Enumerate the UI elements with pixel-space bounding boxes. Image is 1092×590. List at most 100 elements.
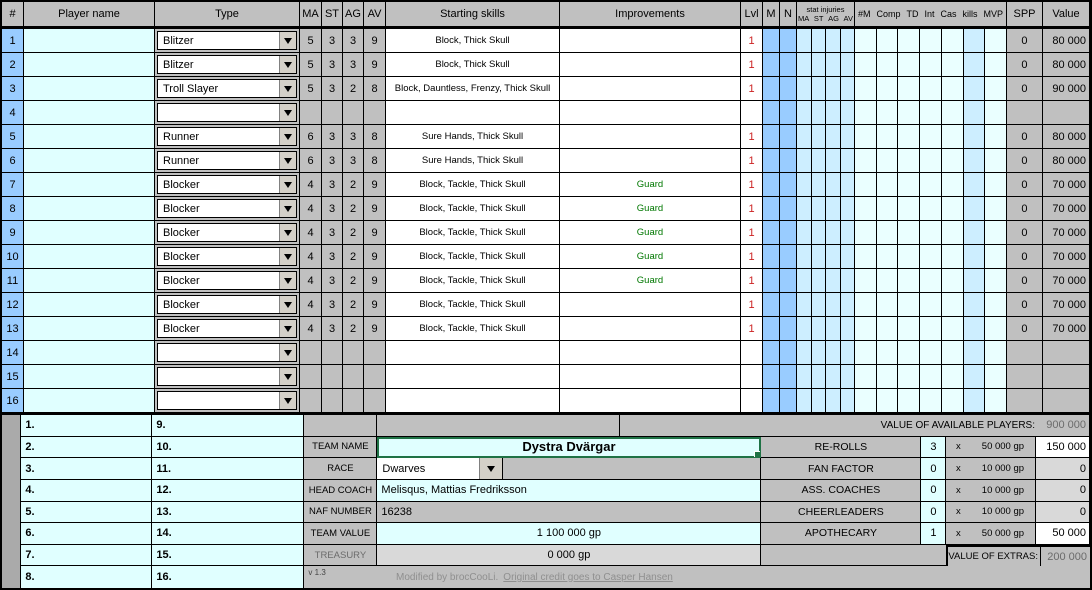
dropdown-arrow-icon[interactable] [279, 176, 296, 193]
match-stat-cell[interactable] [963, 197, 986, 221]
match-stat-cell[interactable] [898, 173, 921, 197]
match-stat-cell[interactable] [855, 389, 877, 413]
stat-injury-cell[interactable] [811, 245, 826, 269]
stat-injury-cell[interactable] [797, 125, 812, 149]
match-stat-cell[interactable] [920, 245, 942, 269]
match-stat-cell[interactable] [920, 173, 942, 197]
stat-injury-cell[interactable] [840, 365, 855, 389]
match-stat-cell[interactable] [876, 173, 899, 197]
match-stat-cell[interactable] [855, 101, 877, 125]
n-cell[interactable] [780, 53, 797, 77]
match-stat-cell[interactable] [941, 149, 964, 173]
type-dropdown[interactable]: Blocker [157, 247, 297, 266]
naf-number-cell[interactable]: 16238 [377, 501, 762, 524]
player-name-cell[interactable] [24, 29, 155, 53]
match-stat-cell[interactable] [855, 317, 877, 341]
match-stat-cell[interactable] [876, 101, 899, 125]
match-stat-cell[interactable] [963, 173, 986, 197]
match-stat-cell[interactable] [920, 269, 942, 293]
n-cell[interactable] [780, 245, 797, 269]
match-stat-cell[interactable] [876, 341, 899, 365]
stat-injury-cell[interactable] [797, 389, 812, 413]
dropdown-arrow-icon[interactable] [279, 32, 296, 49]
dropdown-arrow-icon[interactable] [279, 392, 296, 409]
credit-link[interactable]: Original credit goes to Casper Hansen [503, 571, 673, 583]
stat-injury-cell[interactable] [840, 341, 855, 365]
fan-factor-count-cell[interactable]: 0 [921, 458, 947, 480]
dropdown-arrow-icon[interactable] [279, 296, 296, 313]
player-name-cell[interactable] [24, 125, 155, 149]
match-stat-cell[interactable] [985, 101, 1007, 125]
match-stat-cell[interactable] [920, 101, 942, 125]
player-name-cell[interactable] [24, 149, 155, 173]
match-stat-cell[interactable] [920, 389, 942, 413]
type-dropdown[interactable]: Blocker [157, 175, 297, 194]
match-stat-cell[interactable] [898, 389, 921, 413]
stat-injury-cell[interactable] [811, 221, 826, 245]
match-stat-cell[interactable] [941, 341, 964, 365]
stat-injury-cell[interactable] [826, 149, 841, 173]
stat-injury-cell[interactable] [797, 29, 812, 53]
match-stat-cell[interactable] [876, 197, 899, 221]
match-stat-cell[interactable] [985, 389, 1007, 413]
player-name-cell[interactable] [24, 101, 155, 125]
apothecary-count-cell[interactable]: 1 [921, 523, 947, 545]
match-stat-cell[interactable] [920, 293, 942, 317]
match-stat-cell[interactable] [941, 389, 964, 413]
stat-injury-cell[interactable] [840, 389, 855, 413]
stat-injury-cell[interactable] [840, 269, 855, 293]
match-stat-cell[interactable] [963, 53, 986, 77]
stat-injury-cell[interactable] [826, 389, 841, 413]
stat-injury-cell[interactable] [797, 101, 812, 125]
dropdown-arrow-icon[interactable] [279, 224, 296, 241]
match-stat-cell[interactable] [963, 29, 986, 53]
match-stat-cell[interactable] [941, 77, 964, 101]
match-stat-cell[interactable] [898, 29, 921, 53]
player-name-cell[interactable] [24, 293, 155, 317]
match-stat-cell[interactable] [898, 125, 921, 149]
stat-injury-cell[interactable] [840, 173, 855, 197]
stat-injury-cell[interactable] [826, 29, 841, 53]
stat-injury-cell[interactable] [840, 245, 855, 269]
type-dropdown[interactable]: Blitzer [157, 55, 297, 74]
stat-injury-cell[interactable] [840, 101, 855, 125]
type-dropdown[interactable]: Blocker [157, 199, 297, 218]
match-stat-cell[interactable] [855, 149, 877, 173]
match-stat-cell[interactable] [963, 221, 986, 245]
match-stat-cell[interactable] [963, 389, 986, 413]
n-cell[interactable] [780, 173, 797, 197]
match-stat-cell[interactable] [920, 365, 942, 389]
match-stat-cell[interactable] [855, 365, 877, 389]
match-stat-cell[interactable] [985, 53, 1007, 77]
match-stat-cell[interactable] [941, 365, 964, 389]
dropdown-arrow-icon[interactable] [279, 248, 296, 265]
stat-injury-cell[interactable] [840, 149, 855, 173]
type-dropdown[interactable]: Blocker [157, 295, 297, 314]
match-stat-cell[interactable] [898, 197, 921, 221]
n-cell[interactable] [780, 269, 797, 293]
type-dropdown[interactable]: Blitzer [157, 31, 297, 50]
stat-injury-cell[interactable] [811, 389, 826, 413]
match-stat-cell[interactable] [963, 269, 986, 293]
stat-injury-cell[interactable] [811, 53, 826, 77]
match-stat-cell[interactable] [876, 125, 899, 149]
stat-injury-cell[interactable] [811, 293, 826, 317]
stat-injury-cell[interactable] [797, 197, 812, 221]
match-stat-cell[interactable] [941, 125, 964, 149]
stat-injury-cell[interactable] [826, 53, 841, 77]
stat-injury-cell[interactable] [797, 77, 812, 101]
n-cell[interactable] [780, 197, 797, 221]
n-cell[interactable] [780, 365, 797, 389]
player-name-cell[interactable] [24, 365, 155, 389]
player-name-cell[interactable] [24, 197, 155, 221]
match-stat-cell[interactable] [876, 365, 899, 389]
n-cell[interactable] [780, 77, 797, 101]
stat-injury-cell[interactable] [826, 245, 841, 269]
stat-injury-cell[interactable] [811, 269, 826, 293]
match-stat-cell[interactable] [898, 269, 921, 293]
match-stat-cell[interactable] [985, 317, 1007, 341]
match-stat-cell[interactable] [898, 317, 921, 341]
race-dropdown-arrow-icon[interactable] [480, 458, 504, 479]
stat-injury-cell[interactable] [826, 317, 841, 341]
match-stat-cell[interactable] [920, 197, 942, 221]
